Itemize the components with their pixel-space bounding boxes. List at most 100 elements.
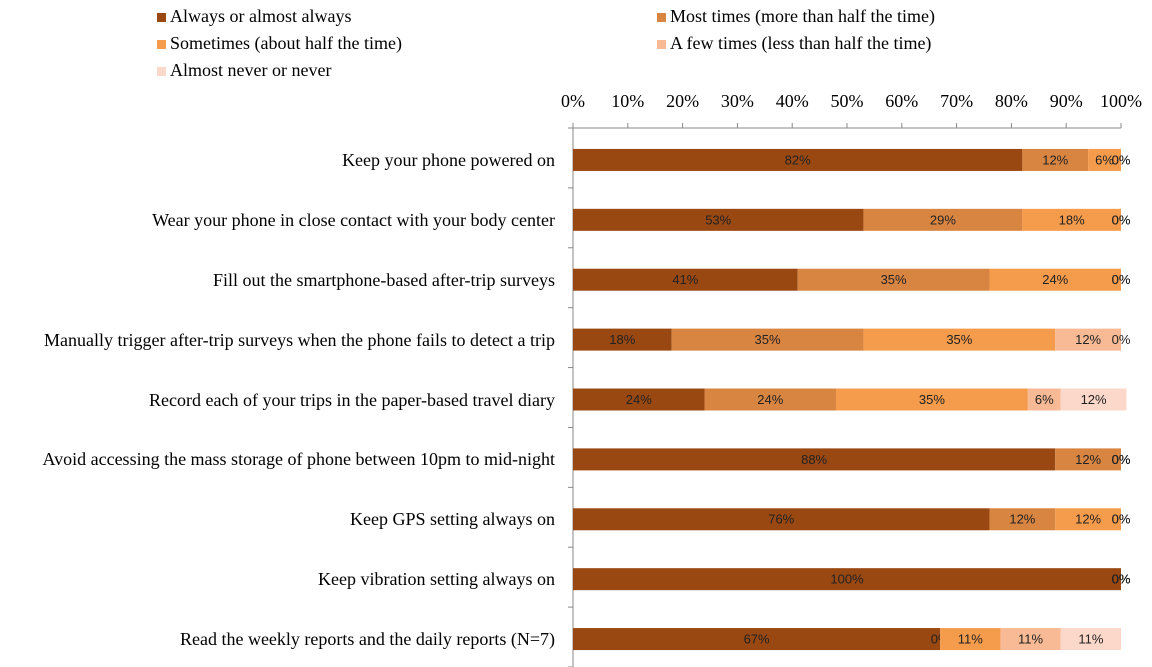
data-label: 35% xyxy=(946,332,972,347)
data-label: 53% xyxy=(705,212,731,227)
bar-segment xyxy=(573,328,672,351)
bar-segment xyxy=(797,268,990,291)
bar-segment xyxy=(704,388,837,411)
data-label: 24% xyxy=(757,392,783,407)
bar-segment xyxy=(573,448,1056,471)
data-label: 41% xyxy=(672,272,698,287)
data-label: 12% xyxy=(1075,452,1101,467)
data-label: 6% xyxy=(1035,392,1054,407)
bar-segment xyxy=(863,328,1056,351)
data-label: 0% xyxy=(1112,572,1131,587)
data-label: 88% xyxy=(801,452,827,467)
x-tick-label: 60% xyxy=(885,91,918,111)
data-label: 12% xyxy=(1042,152,1068,167)
legend-swatch xyxy=(157,40,166,49)
data-label: 0% xyxy=(1112,452,1131,467)
data-label: 0% xyxy=(1112,212,1131,227)
legend-label: Sometimes (about half the time) xyxy=(170,33,402,54)
data-label: 24% xyxy=(1042,272,1068,287)
data-label: 0% xyxy=(1112,572,1131,587)
x-tick-label: 30% xyxy=(721,91,754,111)
data-label: 24% xyxy=(626,392,652,407)
bar-segment xyxy=(1022,148,1089,171)
bar-segment xyxy=(1022,208,1121,231)
data-label: 0% xyxy=(1112,572,1131,587)
bar-segment xyxy=(1055,448,1121,471)
category-label: Record each of your trips in the paper-b… xyxy=(149,389,555,410)
data-label: 0% xyxy=(1112,212,1131,227)
data-label: 82% xyxy=(785,152,811,167)
x-tick-label: 70% xyxy=(940,91,973,111)
legend-label: Most times (more than half the time) xyxy=(670,6,935,27)
data-label: 12% xyxy=(1081,392,1107,407)
category-label: Wear your phone in close contact with yo… xyxy=(152,209,555,230)
legend-label: Almost never or never xyxy=(170,60,331,80)
data-label: 100% xyxy=(830,572,864,587)
data-label: 0% xyxy=(1112,152,1131,167)
data-label: 18% xyxy=(609,332,635,347)
x-tick-label: 10% xyxy=(611,91,644,111)
x-tick-label: 0% xyxy=(561,91,585,111)
x-tick-label: 90% xyxy=(1050,91,1083,111)
bar-segment xyxy=(1055,328,1121,351)
data-label: 0% xyxy=(1112,272,1131,287)
x-tick-label: 40% xyxy=(776,91,809,111)
bar-segment xyxy=(573,208,864,231)
bar-segment xyxy=(1027,388,1061,411)
bar-segment xyxy=(989,268,1121,291)
legend-swatch xyxy=(157,67,166,76)
data-label: 0% xyxy=(1112,572,1131,587)
bar-segment xyxy=(573,508,990,531)
bar-segment xyxy=(573,268,798,291)
bar-segment xyxy=(573,388,705,411)
legend-swatch xyxy=(657,40,666,49)
bar-segment xyxy=(1055,508,1121,531)
data-label: 11% xyxy=(958,631,983,646)
data-label: 11% xyxy=(1078,631,1103,646)
category-label: Manually trigger after-trip surveys when… xyxy=(44,329,555,350)
data-label: 0% xyxy=(1112,452,1131,467)
legend-label: Always or almost always xyxy=(170,6,351,26)
category-label: Read the weekly reports and the daily re… xyxy=(179,629,555,650)
legend-swatch xyxy=(657,13,666,22)
bar-segment xyxy=(1060,388,1127,411)
data-label: 35% xyxy=(755,332,781,347)
x-tick-label: 20% xyxy=(666,91,699,111)
bar-segment xyxy=(573,628,941,651)
data-label: 0% xyxy=(1112,512,1131,527)
bar-segment xyxy=(1000,628,1061,651)
x-tick-label: 50% xyxy=(831,91,864,111)
legend-swatch xyxy=(157,13,166,22)
data-label: 11% xyxy=(1018,631,1043,646)
bar-segment xyxy=(573,568,1121,591)
data-label: 12% xyxy=(1075,332,1101,347)
bar-segment xyxy=(989,508,1056,531)
bar-segment xyxy=(1088,148,1121,171)
data-label: 0% xyxy=(1112,452,1131,467)
legend-label: A few times (less than half the time) xyxy=(670,33,931,54)
x-tick-label: 100% xyxy=(1100,91,1142,111)
bar-segment xyxy=(573,148,1023,171)
data-label: 6% xyxy=(1095,152,1114,167)
bar-segment xyxy=(863,208,1023,231)
bar-segment xyxy=(836,388,1028,411)
data-label: 29% xyxy=(930,212,956,227)
data-label: 0% xyxy=(1112,332,1131,347)
bar-segment xyxy=(671,328,864,351)
category-label: Keep vibration setting always on xyxy=(318,569,555,590)
category-label: Keep GPS setting always on xyxy=(350,509,555,530)
data-label: 67% xyxy=(744,631,770,646)
bar-segment xyxy=(1060,628,1121,651)
category-label: Fill out the smartphone-based after-trip… xyxy=(212,269,555,290)
category-label: Avoid accessing the mass storage of phon… xyxy=(42,449,555,470)
data-label: 12% xyxy=(1075,512,1101,527)
data-label: 0% xyxy=(1112,512,1131,527)
x-tick-label: 80% xyxy=(995,91,1028,111)
data-label: 0% xyxy=(1112,152,1131,167)
data-label: 35% xyxy=(919,392,945,407)
data-label: 18% xyxy=(1059,212,1085,227)
category-label: Keep your phone powered on xyxy=(342,149,555,170)
data-label: 76% xyxy=(768,512,794,527)
